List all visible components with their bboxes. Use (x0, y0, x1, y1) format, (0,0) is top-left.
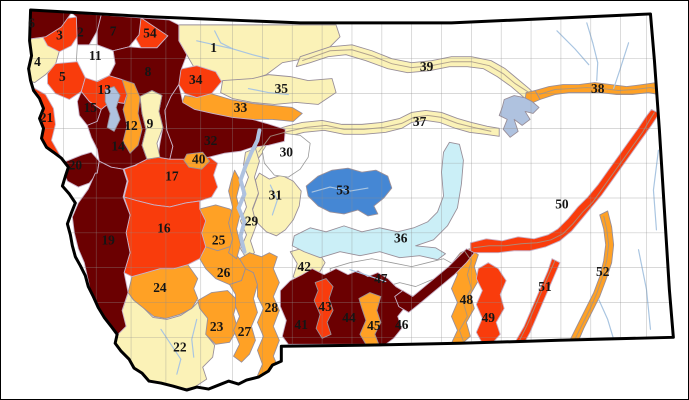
county-lines (29, 10, 673, 390)
region-label-22: 22 (173, 340, 187, 355)
lakes (104, 86, 540, 254)
region-label-52: 52 (596, 264, 610, 279)
region-label-8: 8 (145, 64, 152, 79)
watershed-region-45[interactable] (358, 292, 382, 345)
region-label-37: 37 (413, 114, 427, 129)
region-label-25: 25 (212, 232, 226, 247)
watershed-region-52[interactable] (569, 210, 615, 345)
region-label-1: 1 (210, 40, 217, 55)
region-label-19: 19 (101, 232, 115, 247)
canyon-ferry-reservoir-strip (236, 128, 262, 254)
watershed-region-12[interactable] (121, 79, 143, 154)
region-label-44: 44 (342, 310, 356, 325)
region-label-20: 20 (69, 158, 83, 173)
region-label-9: 9 (147, 116, 154, 131)
region-label-39: 39 (420, 59, 434, 74)
rivers (160, 22, 660, 375)
region-label-49: 49 (482, 310, 496, 325)
region-label-15: 15 (84, 100, 98, 115)
region-label-33: 33 (234, 100, 248, 115)
watershed-region-27[interactable] (229, 268, 258, 363)
watershed-region-40[interactable] (183, 151, 211, 170)
region-label-50: 50 (555, 196, 569, 211)
region-label-38: 38 (591, 81, 605, 96)
watershed-region-46-band[interactable] (394, 248, 475, 313)
region-label-53: 53 (336, 183, 350, 198)
watershed-region-23[interactable] (197, 290, 238, 345)
region-label-54: 54 (143, 25, 157, 40)
region-label-26: 26 (217, 265, 231, 280)
region-label-7: 7 (110, 23, 117, 38)
region-label-4: 4 (34, 54, 41, 69)
region-label-46: 46 (395, 317, 409, 332)
region-label-28: 28 (265, 300, 279, 315)
watershed-strip[interactable] (228, 169, 241, 260)
watershed-region-49[interactable] (475, 262, 507, 344)
watershed-region-35[interactable] (220, 74, 337, 105)
watershed-region-43[interactable] (313, 278, 334, 339)
region-label-6: 6 (28, 15, 35, 30)
region-label-31: 31 (269, 188, 283, 203)
region-label-16: 16 (157, 220, 171, 235)
region-label-47: 47 (374, 271, 388, 286)
region-label-29: 29 (245, 213, 259, 228)
region-label-30: 30 (280, 145, 294, 160)
montana-state-border (27, 8, 675, 392)
region-label-27: 27 (238, 324, 252, 339)
region-label-32: 32 (204, 133, 218, 148)
region-label-51: 51 (538, 279, 552, 294)
region-label-13: 13 (97, 82, 111, 97)
watershed-region-28[interactable] (239, 252, 280, 389)
watershed-region-31[interactable] (252, 172, 302, 237)
region-label-48: 48 (460, 292, 474, 307)
region-label-21: 21 (40, 110, 54, 125)
region-label-23: 23 (210, 319, 224, 334)
region-label-35: 35 (275, 81, 289, 96)
watershed-region-53[interactable] (305, 167, 393, 217)
watershed-region-37[interactable] (254, 110, 500, 159)
overlay-watersheds (121, 79, 382, 345)
watershed-region-36[interactable] (291, 141, 464, 261)
region-label-45: 45 (367, 318, 381, 333)
region-label-34: 34 (189, 72, 203, 87)
fort-peck-lake (498, 95, 540, 138)
region-label-24: 24 (153, 280, 167, 295)
region-label-40: 40 (192, 152, 206, 167)
region-label-41: 41 (295, 317, 309, 332)
blue-watersheds (291, 141, 464, 261)
region-label-2: 2 (77, 24, 84, 39)
flathead-lake (104, 86, 121, 132)
river-centerlines (258, 49, 662, 342)
region-label-17: 17 (165, 169, 179, 184)
region-label-43: 43 (318, 299, 332, 314)
orange-watersheds (127, 82, 664, 389)
region-number-labels: 1234567891112131415161719202122232425262… (28, 15, 609, 354)
region-label-14: 14 (111, 139, 125, 154)
watershed-region-9[interactable] (139, 90, 164, 160)
region-label-12: 12 (124, 118, 138, 133)
region-label-5: 5 (59, 69, 66, 84)
region-label-36: 36 (394, 230, 408, 245)
region-label-11: 11 (89, 48, 102, 63)
region-label-3: 3 (56, 27, 63, 42)
white-watersheds (75, 44, 455, 291)
region-label-42: 42 (297, 259, 311, 274)
